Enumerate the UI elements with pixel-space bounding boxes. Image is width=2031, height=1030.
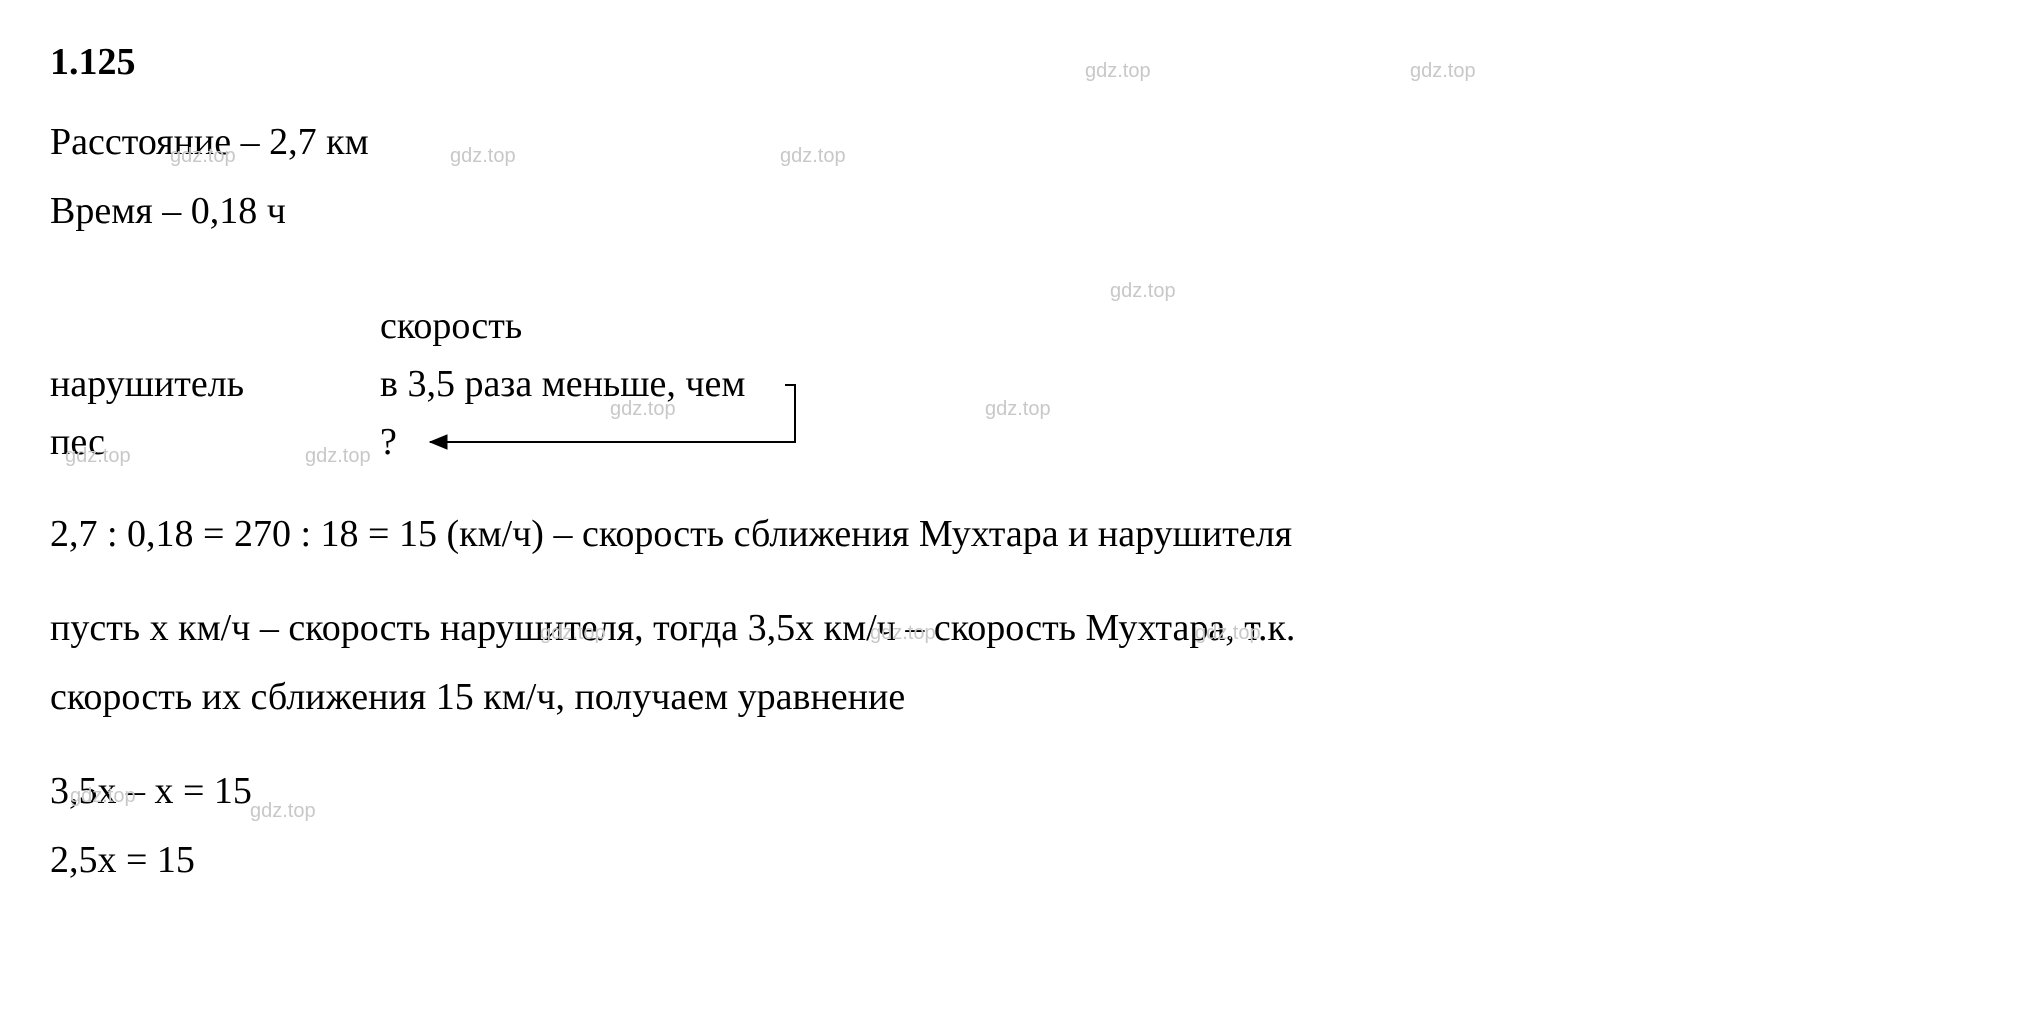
equation-1: 3,5х – х = 15 — [50, 763, 1981, 820]
speed-table: скорость нарушитель в 3,5 раза меньше, ч… — [50, 297, 1981, 471]
given-distance: Расстояние – 2,7 км — [50, 114, 1981, 171]
explanation-line-2: скорость их сближения 15 км/ч, получаем … — [50, 669, 1981, 726]
dog-label: пес — [50, 420, 380, 464]
table-header-row: скорость — [50, 297, 1981, 355]
equation-2: 2,5х = 15 — [50, 832, 1981, 889]
problem-number-heading: 1.125 — [50, 40, 1981, 84]
calculation-1: 2,7 : 0,18 = 270 : 18 = 15 (км/ч) – скор… — [50, 506, 1981, 563]
table-row-dog: пес ? — [50, 413, 1981, 471]
violator-label: нарушитель — [50, 362, 380, 406]
table-header-speed: скорость — [380, 304, 880, 348]
table-row-violator: нарушитель в 3,5 раза меньше, чем — [50, 355, 1981, 413]
explanation-line-1: пусть х км/ч – скорость нарушителя, тогд… — [50, 600, 1981, 657]
violator-speed: в 3,5 раза меньше, чем — [380, 362, 880, 406]
given-time: Время – 0,18 ч — [50, 183, 1981, 240]
dog-speed-question: ? — [380, 420, 880, 464]
